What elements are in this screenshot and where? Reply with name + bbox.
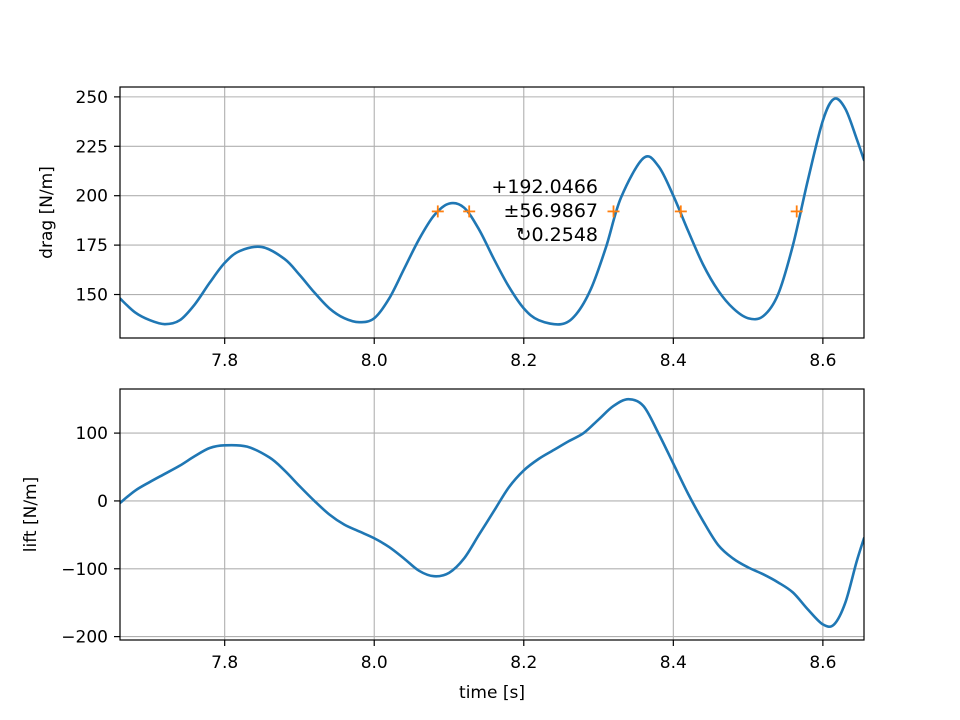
x-tick-label: 8.6 [809, 351, 836, 371]
x-tick-label: 8.2 [510, 351, 537, 371]
x-tick-label: 7.8 [211, 351, 238, 371]
x-tick-label: 8.2 [510, 653, 537, 673]
level-crossing-marker [463, 205, 476, 218]
x-tick-label: 8.4 [660, 653, 687, 673]
axes-frame [119, 86, 865, 339]
x-tick-label: 8.6 [809, 653, 836, 673]
y-tick-label: 250 [76, 88, 108, 108]
axes-frame [119, 388, 865, 641]
y-tick-label: 0 [97, 492, 108, 512]
x-tick-label: 8.4 [660, 351, 687, 371]
level-crossing-marker [431, 205, 444, 218]
level-crossing-marker [790, 205, 803, 218]
stat-annotation: +192.0466 [491, 176, 598, 198]
y-tick-label: 175 [76, 236, 108, 256]
lift-plot: 7.8 8.0 8.2 8.4 8.6 −200 −100 0 100 lift [N/m] tim… [21, 388, 865, 703]
level-crossing-marker [607, 205, 620, 218]
x-axis-label: time [s] [459, 683, 525, 703]
lift-series-line [120, 397, 864, 628]
level-crossing-marker [674, 205, 687, 218]
y-axis-label: drag [N/m] [37, 166, 57, 259]
drag-plot: 7.8 8.0 8.2 8.4 8.6 150 175 200 225 250 drag [N/m]… [37, 86, 865, 371]
y-tick-label: 150 [76, 286, 108, 306]
y-tick-label: 200 [76, 187, 108, 207]
drag-series-line [120, 97, 864, 326]
y-tick-label: −200 [61, 628, 108, 648]
x-tick-label: 8.0 [361, 351, 388, 371]
y-axis-label: lift [N/m] [21, 477, 41, 552]
x-tick-label: 7.8 [211, 653, 238, 673]
y-tick-label: 100 [76, 424, 108, 444]
stat-annotation: ↻0.2548 [516, 224, 598, 246]
stat-annotation: ±56.9867 [504, 200, 599, 222]
y-tick-label: −100 [61, 560, 108, 580]
x-tick-label: 8.0 [361, 653, 388, 673]
y-tick-label: 225 [76, 137, 108, 157]
